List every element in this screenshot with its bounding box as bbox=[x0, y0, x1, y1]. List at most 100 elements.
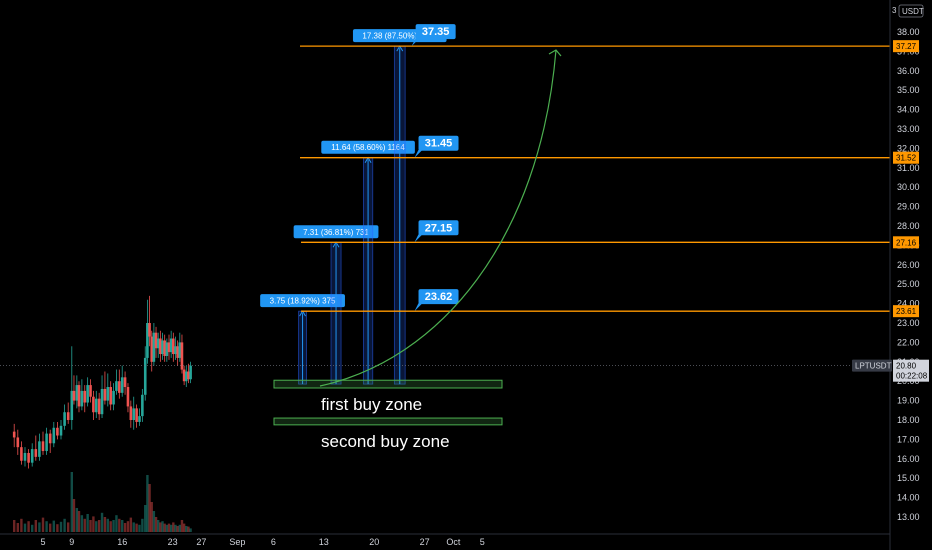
candle-body bbox=[150, 336, 154, 362]
volume-bars bbox=[13, 472, 192, 532]
candle-body bbox=[83, 390, 87, 403]
volume-bar bbox=[77, 511, 81, 532]
volume-bar bbox=[52, 520, 55, 532]
price-tick-label: 15.00 bbox=[897, 473, 920, 483]
price-axis-badge-label: 27.16 bbox=[896, 238, 917, 247]
price-callout-box[interactable] bbox=[418, 135, 459, 151]
candle-body bbox=[156, 338, 160, 349]
volume-bar bbox=[148, 484, 151, 532]
price-tick-label: 38.00 bbox=[897, 27, 920, 37]
candle-body bbox=[112, 390, 115, 405]
time-tick-label: Sep bbox=[229, 537, 245, 547]
candle-body bbox=[103, 388, 107, 401]
projection-arrow[interactable] bbox=[319, 49, 562, 387]
volume-bar bbox=[56, 524, 59, 532]
candle-body bbox=[187, 371, 190, 380]
candle-body bbox=[63, 412, 66, 426]
currency-box[interactable] bbox=[898, 4, 924, 18]
price-tick-label: 22.00 bbox=[897, 337, 920, 347]
volume-bar bbox=[126, 521, 130, 532]
candle-body bbox=[180, 342, 184, 370]
volume-bar bbox=[89, 520, 92, 532]
time-tick-label: 6 bbox=[271, 537, 276, 547]
candle-body bbox=[154, 332, 158, 349]
price-tick-label: 30.00 bbox=[897, 182, 920, 192]
volume-bar bbox=[92, 516, 95, 532]
price-callout-label: 27.15 bbox=[425, 222, 453, 234]
candle-body bbox=[30, 449, 34, 463]
candle-body bbox=[163, 340, 166, 356]
measure-label: 17.38 (87.50%) 1738 bbox=[362, 32, 437, 41]
price-callout-label: 23.62 bbox=[425, 291, 453, 303]
volume-bar bbox=[72, 499, 76, 532]
last-price-label: 20.80 bbox=[896, 362, 917, 371]
price-axis-badge-label: 23.61 bbox=[896, 307, 917, 316]
candle-body bbox=[59, 425, 63, 436]
callout-pointer bbox=[411, 38, 420, 47]
volume-bar bbox=[182, 523, 186, 532]
candle-body bbox=[143, 357, 147, 395]
price-callout-label: 31.45 bbox=[425, 138, 453, 150]
volume-bar bbox=[178, 524, 181, 532]
buy-zones[interactable]: first buy zone second buy zone bbox=[273, 379, 503, 451]
candle-body bbox=[184, 371, 188, 382]
candle-body bbox=[41, 441, 45, 452]
time-tick-label: Oct bbox=[446, 537, 461, 547]
price-tick-label: 23.00 bbox=[897, 318, 920, 328]
candle-body bbox=[176, 346, 179, 358]
buy-zone-label: first buy zone bbox=[321, 395, 422, 414]
price-callout-label: 37.35 bbox=[422, 26, 450, 38]
volume-bar bbox=[165, 524, 169, 532]
volume-bar bbox=[34, 520, 37, 532]
price-axis[interactable]: 13.0014.0015.0016.0017.0018.0019.0020.00… bbox=[852, 0, 929, 550]
candle-body bbox=[109, 387, 112, 405]
measure-label: 11.64 (58.60%) 1164 bbox=[331, 143, 405, 152]
volume-bar bbox=[97, 520, 101, 532]
candle-body bbox=[135, 408, 138, 422]
time-axis[interactable]: 5 9 16 23 27 Sep 6 13 20 27 Oct 5 bbox=[0, 533, 890, 547]
volume-bar bbox=[180, 520, 184, 532]
price-tick-label: 29.00 bbox=[897, 202, 920, 212]
volume-bar bbox=[152, 511, 156, 532]
candle-body bbox=[45, 433, 48, 452]
buy-zone-box[interactable] bbox=[273, 417, 503, 426]
candle-body bbox=[27, 452, 30, 463]
candle-body bbox=[66, 412, 70, 420]
candle-body bbox=[72, 390, 76, 401]
candle-body bbox=[92, 396, 95, 413]
candle-body bbox=[167, 342, 171, 353]
symbol-tag bbox=[852, 359, 892, 372]
projection-curve[interactable] bbox=[319, 49, 557, 387]
candle-body bbox=[161, 340, 164, 355]
candle-body bbox=[189, 365, 192, 380]
volume-bar bbox=[167, 523, 171, 532]
volume-bar bbox=[146, 475, 149, 532]
time-tick-label: 23 bbox=[168, 537, 178, 547]
scale-label: 3 bbox=[892, 6, 897, 15]
price-axis-badge bbox=[893, 236, 919, 249]
candle-body bbox=[146, 323, 149, 358]
symbol-tag-label: LPTUSDT bbox=[855, 362, 892, 371]
volume-bar bbox=[13, 520, 16, 532]
price-callout-box[interactable] bbox=[418, 289, 459, 305]
buy-zone-box[interactable] bbox=[273, 379, 503, 389]
candle-body bbox=[159, 338, 162, 355]
volume-bar bbox=[135, 523, 138, 532]
candle-body bbox=[12, 431, 16, 438]
candle-body bbox=[48, 433, 52, 444]
target-lines[interactable]: 23.62 27.15 31.45 37.35 bbox=[300, 24, 890, 312]
time-tick-label: 16 bbox=[117, 537, 127, 547]
price-callout-box[interactable] bbox=[418, 220, 459, 236]
price-range-measures[interactable]: 3.75 (18.92%) 375 7.31 (36.81%) 731 11.64 … bbox=[260, 29, 447, 385]
price-tick-label: 14.00 bbox=[897, 493, 920, 503]
volume-bar bbox=[100, 512, 104, 532]
price-callout-box[interactable] bbox=[415, 24, 456, 40]
volume-bar bbox=[83, 518, 86, 532]
volume-bar bbox=[106, 518, 109, 532]
price-tick-label: 13.00 bbox=[897, 512, 920, 522]
candle-body bbox=[70, 390, 74, 420]
candle-body bbox=[129, 406, 133, 420]
candle-body bbox=[165, 342, 169, 356]
